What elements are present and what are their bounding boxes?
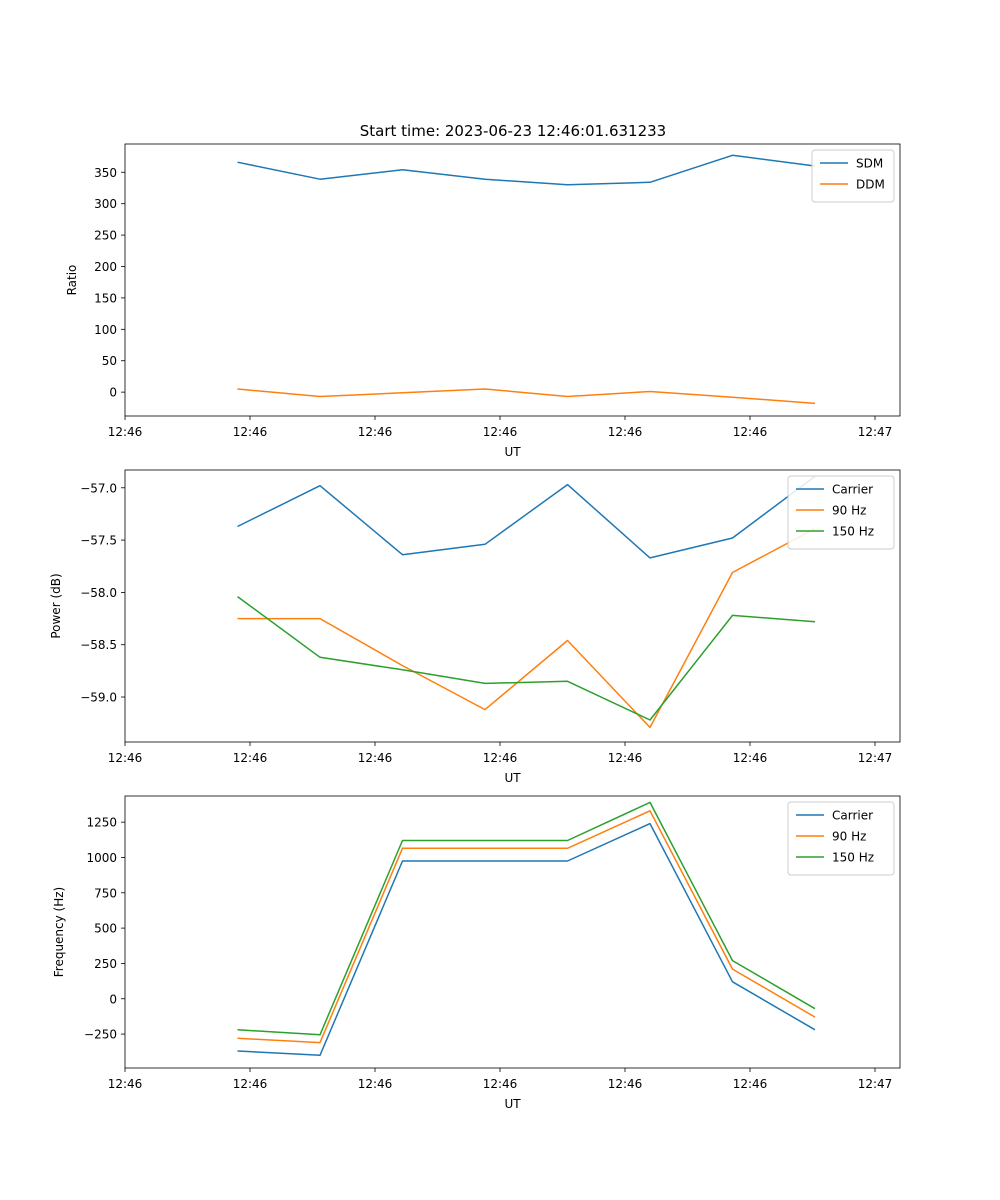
x-tick-label: 12:46 (233, 1077, 268, 1091)
x-tick-label: 12:46 (358, 425, 393, 439)
y-tick-label: 500 (94, 922, 117, 936)
y-tick-label: 50 (102, 354, 117, 368)
series-line-sdm (237, 154, 816, 186)
y-tick-label: −57.5 (80, 534, 117, 548)
legend-label: DDM (856, 178, 885, 192)
y-tick-label: 1000 (86, 851, 117, 865)
legend-label: SDM (856, 157, 883, 171)
y-tick-label: 0 (109, 386, 117, 400)
legend: Carrier 90 Hz 150 Hz (787, 475, 895, 550)
x-tick-label: 12:46 (608, 1077, 643, 1091)
figure-title: Start time: 2023-06-23 12:46:01.631233 (360, 122, 666, 140)
x-tick-label: 12:46 (733, 751, 768, 765)
x-tick-label: 12:46 (483, 751, 518, 765)
x-tick-label: 12:46 (733, 1077, 768, 1091)
x-tick-label: 12:47 (858, 1077, 893, 1091)
series-line-150-hz (237, 595, 816, 721)
x-tick-label: 12:46 (358, 1077, 393, 1091)
y-tick-label: 250 (94, 229, 117, 243)
series-line-90-hz (237, 527, 816, 729)
x-axis-label: UT (504, 1097, 521, 1111)
legend: Carrier 90 Hz 150 Hz (787, 801, 895, 876)
x-tick-label: 12:46 (108, 1077, 143, 1091)
y-tick-label: 1250 (86, 816, 117, 830)
chart-panel-3: 12:46 12:46 12:46 12:46 12:46 12:46 12:47 −250 0… (52, 795, 901, 1111)
x-axis-label: UT (504, 771, 521, 785)
x-tick-label: 12:46 (483, 425, 518, 439)
series-line-carrier (237, 475, 816, 559)
series-line-ddm (237, 388, 816, 405)
axes-frame (124, 143, 901, 417)
legend-label: 150 Hz (832, 851, 874, 865)
x-tick-label: 12:46 (358, 751, 393, 765)
x-tick-label: 12:47 (858, 751, 893, 765)
y-tick-label: −250 (84, 1028, 117, 1042)
legend-label: Carrier (832, 809, 873, 823)
y-tick-label: 150 (94, 291, 117, 305)
legend-label: Carrier (832, 483, 873, 497)
x-tick-label: 12:46 (108, 425, 143, 439)
legend-label: 150 Hz (832, 525, 874, 539)
series-line-90-hz (237, 810, 816, 1044)
chart-panel-2: 12:46 12:46 12:46 12:46 12:46 12:46 12:47 −59.0… (49, 469, 901, 785)
y-tick-label: −59.0 (80, 691, 117, 705)
y-tick-label: 750 (94, 886, 117, 900)
y-tick-label: −58.5 (80, 638, 117, 652)
y-tick-label: 0 (109, 992, 117, 1006)
x-tick-label: 12:46 (233, 425, 268, 439)
y-tick-label: 300 (94, 197, 117, 211)
y-tick-label: 200 (94, 260, 117, 274)
series-line-150-hz (237, 801, 816, 1036)
panels: 12:46 12:46 12:46 12:46 12:46 12:46 12:47 0 50 10… (49, 143, 901, 1111)
y-tick-label: 100 (94, 323, 117, 337)
x-tick-label: 12:46 (608, 751, 643, 765)
x-tick-label: 12:46 (233, 751, 268, 765)
y-axis-label: Frequency (Hz) (52, 887, 66, 978)
x-tick-label: 12:46 (108, 751, 143, 765)
x-tick-label: 12:46 (483, 1077, 518, 1091)
y-axis-label: Ratio (65, 265, 79, 296)
series-line-carrier (237, 822, 816, 1057)
x-tick-label: 12:47 (858, 425, 893, 439)
y-tick-label: 350 (94, 166, 117, 180)
axes-frame (124, 469, 901, 743)
x-axis-label: UT (504, 445, 521, 459)
y-tick-label: −58.0 (80, 586, 117, 600)
x-tick-label: 12:46 (608, 425, 643, 439)
axes-frame (124, 795, 901, 1069)
y-axis-label: Power (dB) (49, 573, 63, 638)
x-tick-label: 12:46 (733, 425, 768, 439)
y-tick-label: −57.0 (80, 481, 117, 495)
legend-label: 90 Hz (832, 830, 866, 844)
chart-panel-1: 12:46 12:46 12:46 12:46 12:46 12:46 12:47 0 50 10… (65, 143, 901, 459)
legend-label: 90 Hz (832, 504, 866, 518)
legend: SDM DDM (811, 149, 895, 203)
y-tick-label: 250 (94, 957, 117, 971)
